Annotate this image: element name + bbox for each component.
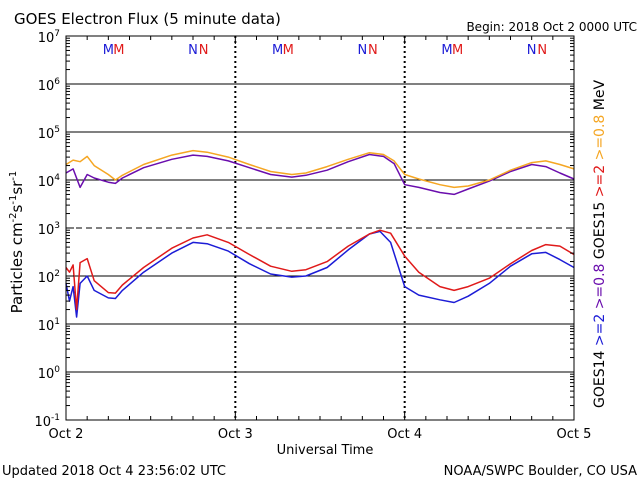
x-tick-label: Oct 4: [387, 427, 422, 442]
y-tick-labels: 107 106 105 104 103 102 101 100 10-1: [34, 29, 60, 430]
x-tick-labels: Oct 2 Oct 3 Oct 4 Oct 5: [49, 427, 592, 442]
y-tick-label: 101: [38, 317, 60, 334]
day-marker: N: [537, 43, 547, 58]
y-tick-label: 100: [38, 365, 61, 382]
grid-lines: [66, 83, 574, 373]
y-tick-label: 107: [38, 29, 60, 46]
day-marker: M: [103, 43, 114, 58]
day-marker: M: [113, 43, 124, 58]
day-dividers: [234, 36, 406, 420]
x-tick-label: Oct 3: [218, 427, 253, 442]
chart-title: GOES Electron Flux (5 minute data): [14, 10, 281, 28]
legend-item: GOES15: [592, 202, 608, 264]
y-tick-label: 102: [38, 269, 60, 286]
legend-item: >=2: [592, 165, 608, 202]
day-marker: M: [283, 43, 294, 58]
day-marker: M: [272, 43, 283, 58]
legend: GOES14 >=2 >=0.8 GOES15 >=2 >=0.8 MeV: [592, 80, 608, 408]
x-tick-label: Oct 5: [557, 427, 592, 442]
begin-label: Begin: 2018 Oct 2 0000 UTC: [466, 20, 637, 34]
legend-item: MeV: [592, 80, 608, 115]
series-line: [65, 230, 575, 318]
series-line: [65, 149, 575, 189]
legend-item: >=0.8: [592, 264, 608, 314]
credit-label: NOAA/SWPC Boulder, CO USA: [444, 464, 637, 479]
y-axis-label-group: Particles cm-2s-1sr-1: [8, 171, 26, 314]
series-line: [65, 153, 575, 196]
series-layer: [65, 149, 575, 318]
day-marker: M: [452, 43, 463, 58]
series-line: [65, 229, 575, 311]
day-marker: M: [441, 43, 452, 58]
y-tick-label: 10-1: [34, 413, 60, 430]
legend-item: >=0.8: [592, 115, 608, 165]
y-axis-label: Particles cm-2s-1sr-1: [8, 171, 26, 314]
day-marker: N: [368, 43, 378, 58]
y-tick-label: 104: [38, 173, 61, 190]
y-tick-label: 106: [38, 77, 61, 94]
day-marker: N: [199, 43, 209, 58]
legend-item: >=2: [592, 314, 608, 351]
legend-text: GOES14 >=2 >=0.8 GOES15 >=2 >=0.8 MeV: [592, 80, 608, 408]
day-marker: N: [188, 43, 198, 58]
x-tick-label: Oct 2: [49, 427, 84, 442]
day-marker: N: [527, 43, 537, 58]
day-marker: N: [357, 43, 367, 58]
legend-item: GOES14: [592, 350, 608, 408]
axis-ticks: [65, 35, 575, 421]
y-tick-label: 105: [38, 125, 60, 142]
x-axis-label: Universal Time: [277, 443, 374, 458]
y-tick-label: 103: [38, 221, 60, 238]
updated-timestamp: Updated 2018 Oct 4 23:56:02 UTC: [2, 464, 226, 479]
